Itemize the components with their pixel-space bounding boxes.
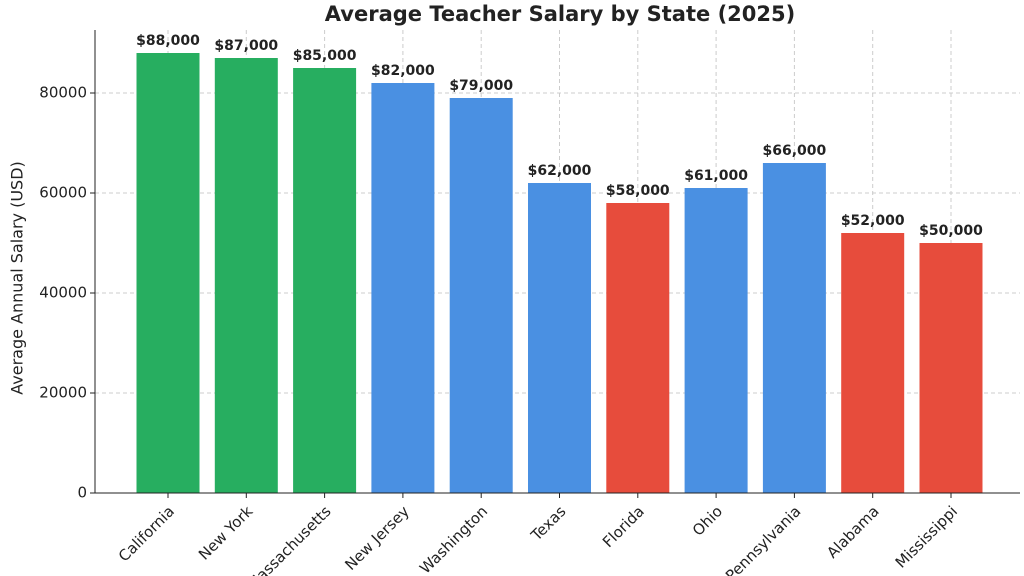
x-tick-label: Alabama (823, 502, 882, 561)
bar (841, 233, 905, 493)
value-label: $79,000 (449, 78, 513, 94)
x-tick-label: California (115, 502, 178, 565)
bar (449, 98, 513, 493)
x-tick-label: Texas (527, 502, 570, 545)
x-tick-label: Ohio (689, 502, 726, 539)
x-tick-label: New York (195, 502, 257, 564)
value-label: $58,000 (606, 183, 670, 199)
value-label: $61,000 (684, 168, 748, 184)
bar (919, 243, 983, 493)
x-tick-label: Massachusetts (244, 502, 335, 576)
value-label: $50,000 (919, 223, 983, 239)
x-tick-label: New Jersey (341, 502, 413, 574)
value-label: $52,000 (841, 213, 905, 229)
bar (606, 203, 670, 493)
bar (684, 188, 748, 493)
bar (293, 68, 357, 493)
y-tick-label: 60000 (39, 184, 87, 202)
chart-title: Average Teacher Salary by State (2025) (325, 2, 795, 26)
y-axis-label: Average Annual Salary (USD) (8, 161, 27, 395)
x-tick-label: Pennsylvania (722, 502, 804, 576)
value-label: $88,000 (136, 33, 200, 49)
y-tick-label: 0 (77, 484, 87, 502)
value-label: $62,000 (528, 163, 592, 179)
bar (214, 58, 278, 493)
value-label: $66,000 (763, 143, 827, 159)
bar (371, 83, 435, 493)
value-label: $85,000 (293, 48, 357, 64)
y-tick-label: 80000 (39, 84, 87, 102)
value-label: $82,000 (371, 63, 435, 79)
value-label: $87,000 (214, 38, 278, 54)
x-tick-label: Washington (416, 502, 491, 576)
x-tick-label: Florida (599, 502, 648, 551)
bar (762, 163, 826, 493)
x-tick-label: Mississippi (892, 502, 961, 571)
bar (136, 53, 200, 493)
y-tick-label: 20000 (39, 384, 87, 402)
bar (528, 183, 591, 493)
y-tick-label: 40000 (39, 284, 87, 302)
